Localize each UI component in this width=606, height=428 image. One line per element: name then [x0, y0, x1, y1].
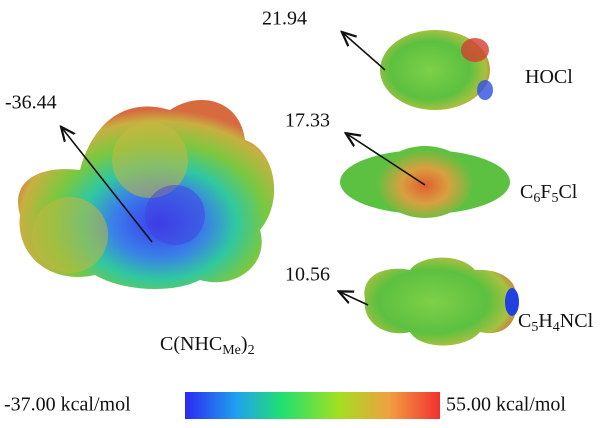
molecule-map	[380, 30, 493, 110]
molecule-map	[364, 258, 519, 346]
color-bar	[185, 392, 440, 419]
value-label: -36.44	[5, 92, 57, 114]
molecule-name: HOCl	[525, 66, 573, 88]
molecule-map	[18, 100, 274, 289]
molecule-map	[340, 146, 510, 218]
value-label: 17.33	[285, 110, 330, 132]
molecule-name: C6F5Cl	[520, 181, 578, 207]
figure: -36.44 21.94 17.33 10.56 C(NHCMe)2 HOCl …	[0, 0, 606, 428]
page: {"molecules": [ {"value": -36.44, "name"…	[0, 0, 606, 428]
color-bar-max: 55.00 kcal/mol	[446, 394, 566, 416]
value-label: 10.56	[285, 264, 330, 286]
molecule-name: C(NHCMe)2	[160, 333, 255, 359]
molecule-name: C5H4NCl	[518, 310, 594, 336]
arrow	[343, 33, 385, 70]
color-bar-min: -37.00 kcal/mol	[4, 394, 131, 416]
value-label: 21.94	[262, 8, 307, 30]
arrow	[340, 292, 368, 305]
